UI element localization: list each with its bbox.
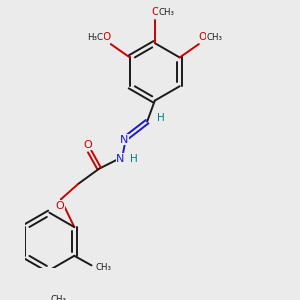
Text: O: O: [199, 32, 207, 42]
Text: CH₃: CH₃: [51, 296, 67, 300]
Text: CH₃: CH₃: [206, 33, 222, 42]
Text: N: N: [116, 154, 124, 164]
Text: CH₃: CH₃: [158, 8, 174, 17]
Text: O: O: [152, 8, 160, 17]
Text: H: H: [130, 154, 138, 164]
Text: O: O: [103, 32, 111, 42]
Text: CH₃: CH₃: [95, 263, 111, 272]
Text: N: N: [120, 135, 128, 145]
Text: O: O: [56, 201, 64, 211]
Text: H₃C: H₃C: [87, 33, 104, 42]
Text: H: H: [157, 113, 164, 123]
Text: O: O: [83, 140, 92, 150]
